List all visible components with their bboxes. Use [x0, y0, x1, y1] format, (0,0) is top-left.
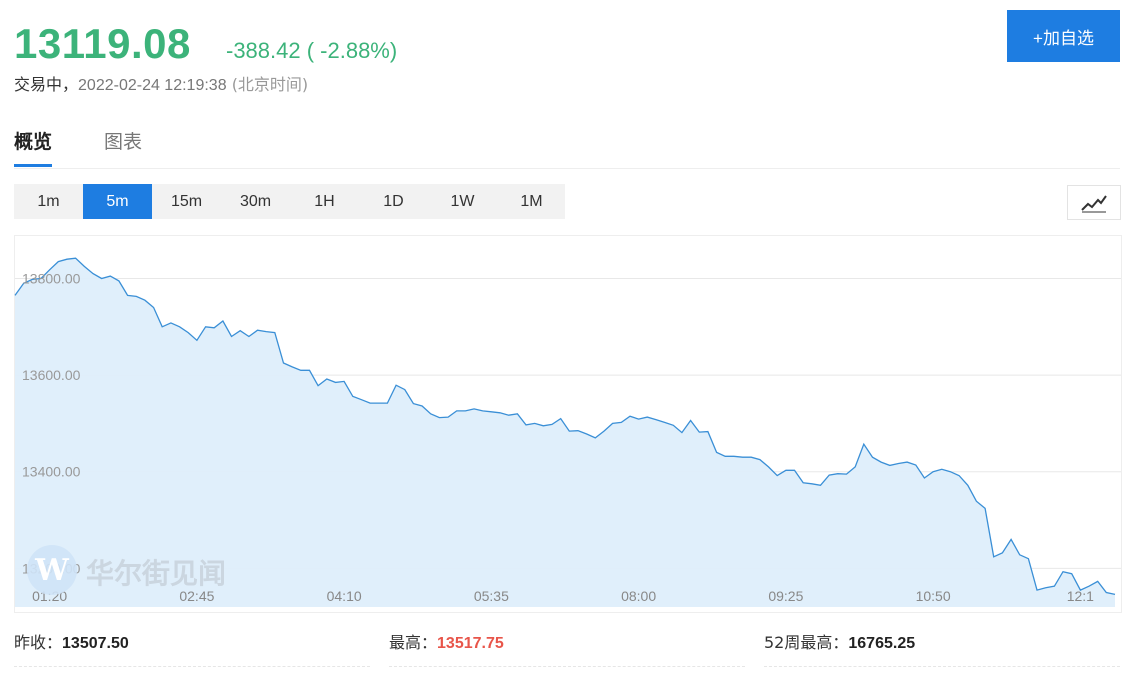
y-tick-label: 13400.00 — [22, 464, 81, 480]
stat-label: 昨收： — [14, 633, 63, 652]
x-tick-label: 04:10 — [327, 588, 362, 604]
stat-label: 最高： — [389, 633, 438, 652]
chart-frame — [14, 235, 1122, 613]
stat-high: 最高：13517.75 — [389, 626, 745, 667]
x-tick-label: 12:1 — [1067, 588, 1094, 604]
stat-52w-high: 52周最高：16765.25 — [764, 626, 1120, 667]
price-change: -388.42 ( -2.88%) — [226, 38, 398, 63]
price-line — [14, 257, 1116, 596]
period-1m[interactable]: 1m — [37, 193, 60, 210]
stat-prev-close: 昨收：13507.50 — [14, 626, 370, 667]
trading-status-line: 交易中，2022-02-24 12:19:38 (北京时间) — [14, 74, 308, 97]
add-to-watchlist-button[interactable]: +加自选 — [1007, 10, 1120, 62]
svg-text:W: W — [34, 553, 70, 588]
y-tick-label: 13800.00 — [22, 270, 81, 286]
period-1h[interactable]: 1H — [314, 193, 335, 210]
x-tick-label: 05:35 — [474, 588, 509, 604]
period-1w[interactable]: 1W — [450, 193, 475, 210]
x-axis-ticks: 01:20 02:45 04:10 05:35 08:00 09:25 10:50 12:1 — [32, 588, 1094, 604]
chart-type-button[interactable] — [1067, 185, 1121, 220]
tab-overview[interactable]: 概览 — [14, 128, 53, 167]
x-tick-label: 10:50 — [916, 588, 951, 604]
watermark-text: 华尔街见闻 — [86, 557, 226, 590]
stat-value: 13507.50 — [62, 635, 129, 652]
stat-value: 16765.25 — [848, 635, 916, 652]
last-price: 13119.08 — [14, 20, 191, 67]
line-chart-icon — [1081, 194, 1107, 212]
price-area — [15, 258, 1115, 607]
quote-timestamp: 2022-02-24 12:19:38 — [78, 77, 227, 94]
period-1d[interactable]: 1D — [383, 193, 404, 210]
period-30m[interactable]: 30m — [239, 193, 272, 210]
period-selector: 1m 5m 15m 30m 1H 1D 1W 1M — [14, 184, 565, 219]
watermark-logo-icon — [27, 545, 77, 595]
x-tick-label: 02:45 — [179, 588, 214, 604]
period-5m[interactable]: 5m — [83, 184, 152, 219]
stat-label: 52周最高： — [764, 633, 849, 652]
trading-status: 交易中， — [14, 75, 79, 94]
y-tick-label: 13600.00 — [22, 367, 81, 383]
period-15m[interactable]: 15m — [170, 193, 203, 210]
timezone-label: (北京时间) — [231, 75, 309, 94]
x-tick-label: 09:25 — [768, 588, 803, 604]
tab-bar: 概览 图表 — [14, 128, 1120, 169]
period-1mo[interactable]: 1M — [520, 193, 543, 210]
tab-chart[interactable]: 图表 — [104, 131, 143, 153]
watermark: W 华尔街见闻 — [27, 545, 226, 595]
x-tick-label: 08:00 — [621, 588, 656, 604]
stat-value: 13517.75 — [437, 635, 504, 652]
